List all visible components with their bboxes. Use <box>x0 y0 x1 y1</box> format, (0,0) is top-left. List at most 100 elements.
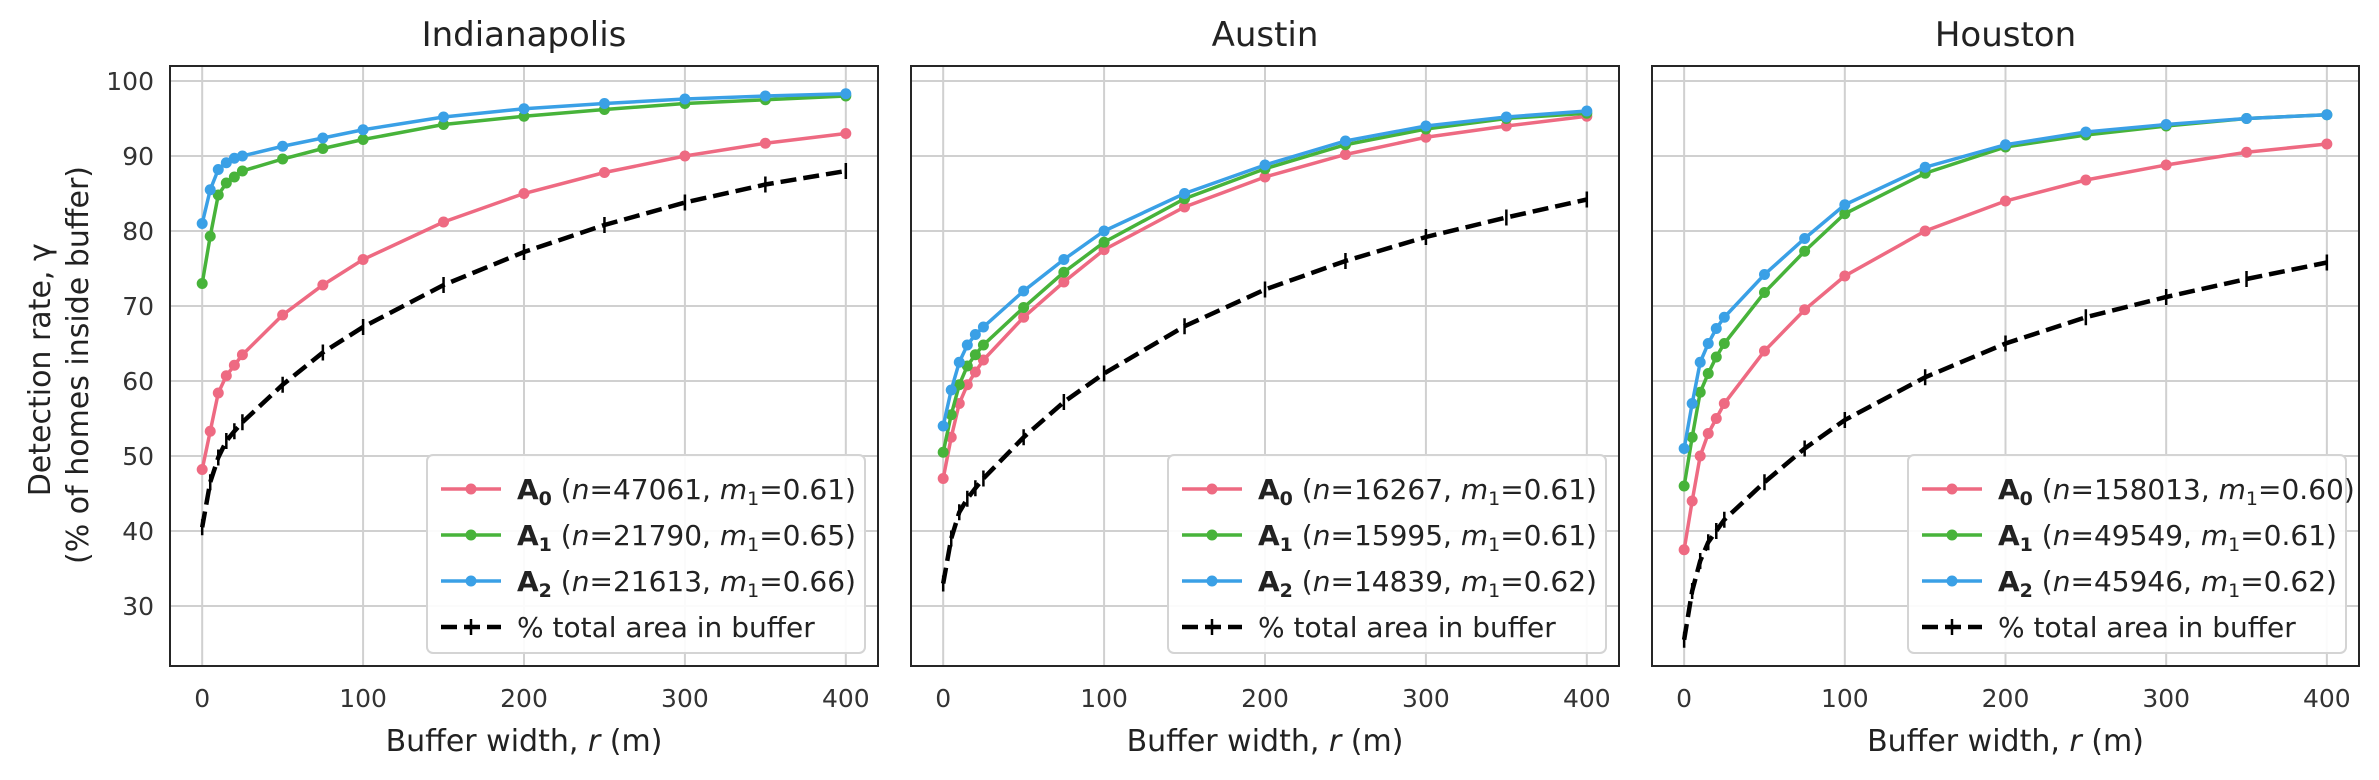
data-point <box>1799 245 1811 257</box>
legend-handle-marker <box>465 483 477 495</box>
x-tick-label: 300 <box>2142 684 2190 713</box>
x-tick-label: 400 <box>1563 684 1611 713</box>
data-point <box>1718 311 1730 323</box>
x-tick-label: 400 <box>2303 684 2351 713</box>
data-point <box>1799 233 1811 244</box>
y-tick-label: 80 <box>122 217 154 246</box>
panel-title: Houston <box>1935 15 2076 55</box>
data-point <box>1686 495 1698 507</box>
data-point <box>204 184 216 196</box>
data-point <box>2321 109 2333 121</box>
data-point <box>236 165 248 177</box>
legend: A0 (n=47061, m1=0.61) A1 (n=21790, m1=0.6… <box>426 454 866 654</box>
legend-label: A2 (n=45946, m1=0.62) <box>1998 565 2337 602</box>
data-point <box>1420 120 1432 132</box>
y-axis-label-line2: (% of homes inside buffer) <box>61 166 96 564</box>
data-point <box>1179 188 1191 199</box>
data-point <box>228 359 240 371</box>
data-point <box>1799 304 1811 316</box>
data-point <box>277 140 289 152</box>
legend-handle-marker <box>1206 575 1218 587</box>
data-point <box>2000 139 2011 151</box>
data-point <box>1702 338 1714 349</box>
data-point <box>277 153 289 165</box>
series-A2 <box>196 88 852 229</box>
x-tick-label: 0 <box>1676 684 1692 713</box>
legend-label: A2 (n=21613, m1=0.66) <box>517 565 856 602</box>
series-A0 <box>1678 138 2333 556</box>
data-point <box>2080 126 2092 138</box>
y-tick-label: 30 <box>122 592 154 621</box>
data-point <box>977 354 989 366</box>
legend-label: A0 (n=158013, m1=0.60) <box>1998 473 2355 510</box>
y-axis-label: Detection rate, γ (% of homes inside buf… <box>23 166 96 564</box>
data-point <box>212 387 224 399</box>
data-point <box>598 98 610 109</box>
data-point <box>840 128 852 139</box>
data-point <box>1758 287 1770 298</box>
data-point <box>2160 119 2172 130</box>
legend-box <box>1907 454 2347 654</box>
x-tick-label: 0 <box>935 684 951 713</box>
data-point <box>1018 285 1030 297</box>
data-point <box>1420 131 1432 143</box>
legend-label: % total area in buffer <box>517 611 815 644</box>
data-point <box>1710 323 1722 334</box>
data-point <box>1919 225 1931 237</box>
data-point <box>1179 201 1191 213</box>
data-point <box>969 349 981 361</box>
x-tick-label: 200 <box>1241 684 1289 713</box>
legend-label: A1 (n=49549, m1=0.61) <box>1998 519 2337 556</box>
data-point <box>228 171 240 183</box>
data-point <box>317 132 329 144</box>
legend-handle-marker <box>465 529 477 541</box>
data-point <box>977 339 989 351</box>
data-point <box>1018 302 1030 313</box>
data-point <box>1694 356 1706 368</box>
data-point <box>317 143 329 154</box>
legend-label: A1 (n=21790, m1=0.65) <box>517 519 856 556</box>
data-point <box>598 167 610 178</box>
x-tick-label: 0 <box>194 684 210 713</box>
plot-frame <box>1651 65 2360 667</box>
data-point <box>2241 146 2253 158</box>
data-point <box>2160 159 2172 171</box>
series-area <box>1681 254 2329 648</box>
data-point <box>1098 236 1110 248</box>
y-tick-label: 100 <box>106 67 154 96</box>
data-point <box>1710 413 1722 424</box>
y-tick-label: 60 <box>122 367 154 396</box>
data-point <box>945 384 957 396</box>
plot-frame <box>169 65 879 667</box>
data-point <box>196 278 208 289</box>
data-point <box>317 279 329 291</box>
series-A2 <box>937 105 1593 432</box>
data-point <box>953 356 965 368</box>
data-point <box>1678 443 1690 454</box>
x-tick-label: 400 <box>822 684 870 713</box>
data-point <box>196 464 208 475</box>
data-point <box>2321 138 2333 150</box>
legend-handle-marker <box>1946 483 1958 495</box>
legend-handle-marker <box>1946 575 1958 587</box>
legend-label: A0 (n=47061, m1=0.61) <box>517 473 856 510</box>
x-tick-label: 100 <box>339 684 387 713</box>
data-point <box>1500 111 1512 123</box>
legend-box <box>426 454 866 654</box>
series-A2 <box>1678 109 2333 454</box>
data-point <box>969 329 981 340</box>
data-point <box>840 88 852 100</box>
data-point <box>1058 276 1070 288</box>
data-point <box>1694 386 1706 398</box>
data-point <box>220 370 232 382</box>
legend-label: % total area in buffer <box>1258 611 1556 644</box>
legend-handle-marker <box>465 575 477 587</box>
data-point <box>2241 113 2253 124</box>
data-point <box>945 409 957 421</box>
data-point <box>1678 544 1690 556</box>
panel-austin: Austin 0 100 200 300 400 Buffer width, r (m) A0… <box>910 15 1620 759</box>
legend-label: % total area in buffer <box>1998 611 2296 644</box>
y-tick-label: 40 <box>122 517 154 546</box>
x-axis-label: Buffer width, r (m) <box>1127 724 1404 759</box>
x-tick-label: 200 <box>1982 684 2030 713</box>
